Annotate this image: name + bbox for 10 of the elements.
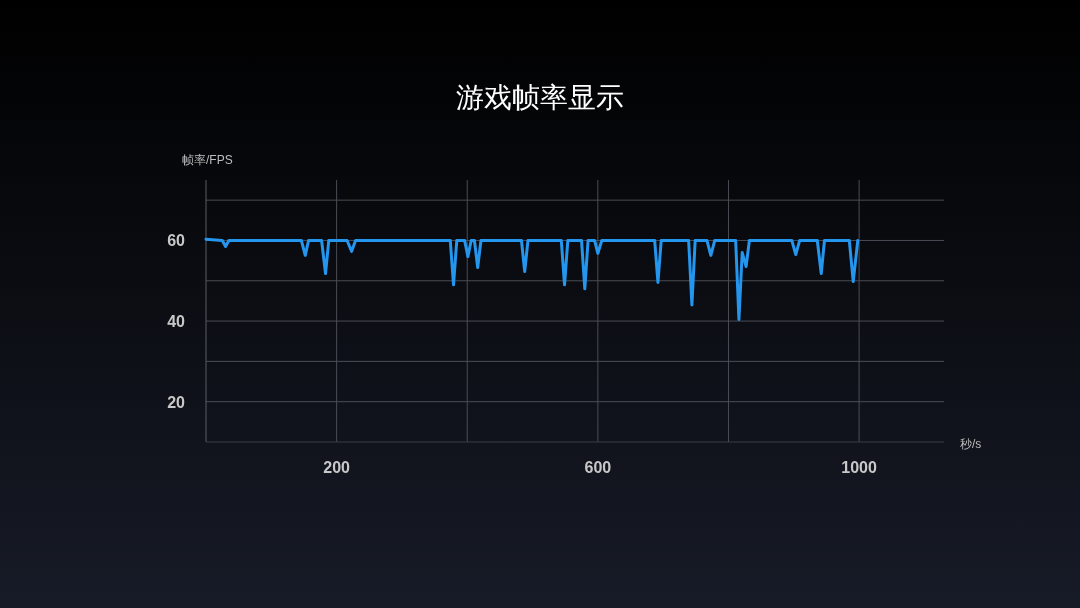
x-tick-label: 600 [584, 459, 612, 476]
y-tick-label: 20 [167, 393, 186, 411]
x-axis-title: 秒/s [960, 437, 982, 451]
x-tick-label: 1000 [841, 459, 877, 476]
y-tick-label: 40 [167, 313, 186, 331]
line-series [204, 237, 860, 321]
x-tick-label: 200 [323, 459, 351, 476]
y-tick-label: 60 [167, 232, 186, 250]
y-axis-title: 帧率/FPS [182, 153, 233, 167]
chart-title: 游戏帧率显示 [456, 82, 624, 113]
